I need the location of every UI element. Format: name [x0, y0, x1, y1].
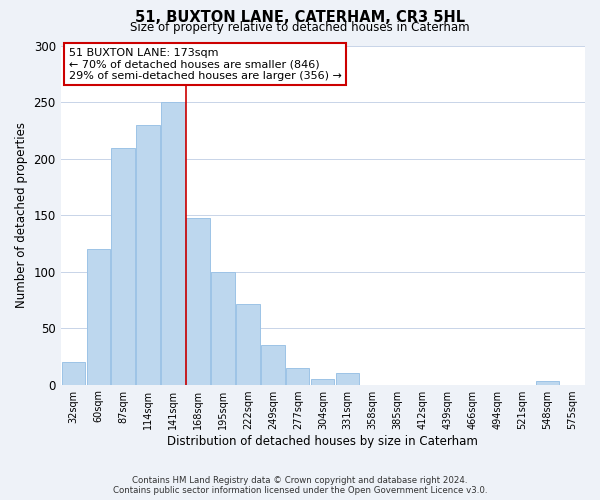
- Bar: [261, 345, 284, 385]
- Y-axis label: Number of detached properties: Number of detached properties: [15, 122, 28, 308]
- Bar: [62, 362, 85, 384]
- Bar: [336, 374, 359, 384]
- Bar: [286, 368, 310, 384]
- Text: Size of property relative to detached houses in Caterham: Size of property relative to detached ho…: [130, 21, 470, 34]
- Text: Contains HM Land Registry data © Crown copyright and database right 2024.
Contai: Contains HM Land Registry data © Crown c…: [113, 476, 487, 495]
- Bar: [136, 125, 160, 384]
- Bar: [536, 381, 559, 384]
- Bar: [311, 379, 334, 384]
- Bar: [236, 304, 260, 384]
- X-axis label: Distribution of detached houses by size in Caterham: Distribution of detached houses by size …: [167, 434, 478, 448]
- Bar: [112, 148, 134, 384]
- Text: 51 BUXTON LANE: 173sqm
← 70% of detached houses are smaller (846)
29% of semi-de: 51 BUXTON LANE: 173sqm ← 70% of detached…: [68, 48, 341, 81]
- Bar: [211, 272, 235, 384]
- Bar: [86, 249, 110, 384]
- Bar: [161, 102, 185, 384]
- Bar: [187, 218, 209, 384]
- Text: 51, BUXTON LANE, CATERHAM, CR3 5HL: 51, BUXTON LANE, CATERHAM, CR3 5HL: [135, 10, 465, 25]
